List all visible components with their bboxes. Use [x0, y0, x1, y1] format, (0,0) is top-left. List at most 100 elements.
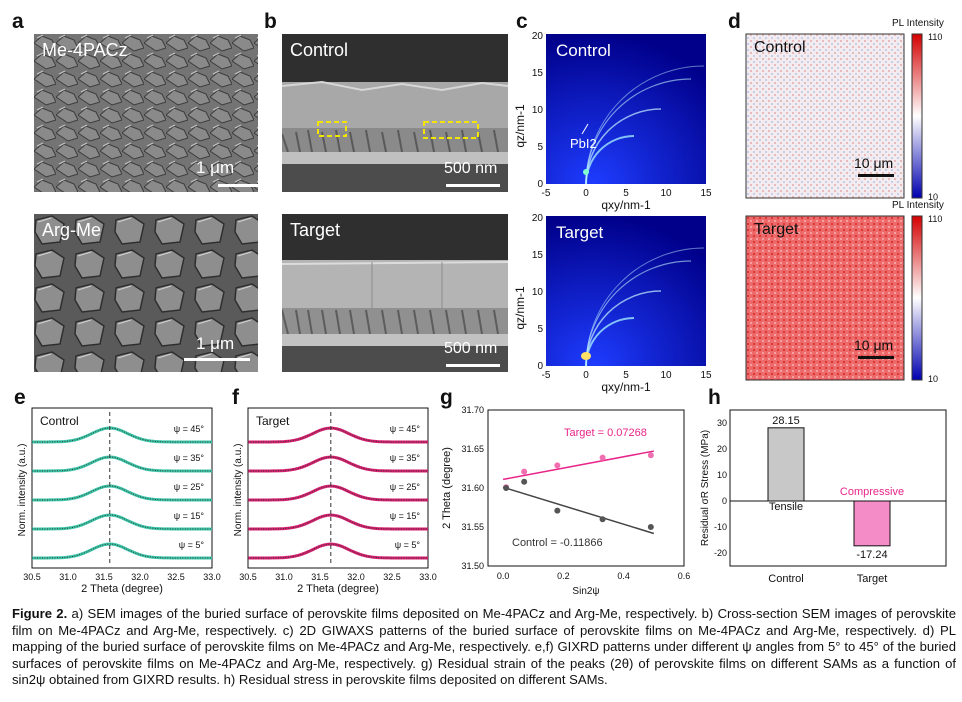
scale-label: 10 μm [854, 337, 893, 353]
colorbar-title: PL Intensity [892, 200, 944, 211]
giwaxs-xlabel-top: qxy/nm-1 [601, 198, 651, 212]
scale-label: 500 nm [444, 340, 498, 357]
svg-text:15: 15 [532, 68, 544, 79]
svg-text:5: 5 [537, 142, 543, 153]
point-control [554, 507, 561, 514]
giwaxs-ylabel-top: qz/nm-1 [513, 104, 527, 148]
x-axis-label: Sin2ψ [572, 586, 599, 597]
fit-line-control [502, 486, 655, 535]
x-tick-label: 30.5 [239, 572, 257, 582]
x-tick-label: 32.5 [383, 572, 401, 582]
cross-section-target: Target 500 nm [282, 214, 508, 372]
panel-label-g: g [440, 386, 453, 409]
x-axis-label: 2 Theta (degree) [297, 583, 379, 595]
svg-text:20: 20 [532, 31, 544, 42]
y-tick-label: -10 [714, 522, 727, 532]
series-4-label: ψ = 5° [395, 540, 421, 550]
cb-max: 110 [928, 32, 942, 42]
series-2-label: ψ = 25° [390, 482, 421, 492]
giwaxs-label-control: Control [556, 41, 611, 60]
pl-label-target: Target [754, 221, 799, 238]
scale-label: 500 nm [444, 160, 498, 177]
svg-text:5: 5 [537, 324, 543, 335]
panel-label-c: c [516, 10, 528, 33]
gixrd-target-chart: Target ψ = 45° ψ = 35° ψ = 25° ψ = 15° ψ = 5… [233, 407, 437, 595]
giwaxs-bottom-yticks: 0 5 10 15 20 [532, 213, 544, 372]
scale-bar [446, 364, 500, 367]
series-2-label: ψ = 25° [174, 482, 205, 492]
pl-label-control: Control [754, 39, 806, 56]
panel-label-h: h [708, 386, 721, 409]
figure-caption: Figure 2. a) SEM images of the buried su… [12, 606, 956, 689]
series-3-data [248, 514, 428, 530]
scale-bar [858, 356, 894, 359]
bar-target [853, 500, 891, 547]
x-tick-label: 0.0 [497, 571, 510, 581]
y-tick-label: -20 [714, 548, 727, 558]
series-1-label: ψ = 35° [174, 453, 205, 463]
series-0-data [32, 427, 212, 443]
caption-lead: Figure 2. [12, 606, 68, 621]
giwaxs-top-yticks: 0 5 10 15 20 [532, 31, 544, 190]
svg-text:0: 0 [537, 179, 543, 190]
y-tick-label: 31.70 [461, 405, 484, 415]
series-3-label: ψ = 15° [390, 511, 421, 521]
svg-text:10: 10 [660, 188, 672, 199]
svg-text:-5: -5 [542, 370, 551, 381]
giwaxs-label-target: Target [556, 223, 604, 242]
target-fit-label: Target = 0.07268 [564, 427, 647, 439]
scale-bar [446, 184, 500, 187]
series-3-label: ψ = 15° [174, 511, 205, 521]
svg-text:0: 0 [583, 188, 589, 199]
y-axis-label: 2 Theta (degree) [441, 447, 453, 529]
point-control [503, 485, 510, 491]
point-target [599, 454, 606, 461]
panel-label-f: f [232, 386, 239, 409]
control-fit-label: Control = -0.11866 [512, 537, 603, 549]
y-axis-label: Norm. intensity (a.u.) [17, 444, 28, 537]
pbi2-pointer [581, 123, 589, 135]
colorbar-top [911, 33, 923, 199]
series-2-data [248, 485, 428, 501]
svg-text:10: 10 [660, 370, 672, 381]
x-tick-label: 31.5 [95, 572, 113, 582]
cb-min: 10 [928, 192, 938, 202]
colorbar-title: PL Intensity [892, 18, 944, 29]
y-tick-label: 31.60 [461, 483, 484, 493]
sample-label: Target [290, 220, 341, 240]
x-axis-label: 2 Theta (degree) [81, 583, 163, 595]
svg-text:15: 15 [532, 250, 544, 261]
svg-text:15: 15 [700, 188, 712, 199]
svg-text:15: 15 [700, 370, 712, 381]
point-control [647, 524, 654, 530]
scale-label: 1 μm [196, 158, 235, 177]
sample-label: Me-4PACz [42, 40, 128, 60]
sem-texture-bottom [34, 214, 258, 372]
chart-title: Target [256, 414, 290, 428]
x-tick-label: Target [857, 573, 888, 585]
y-tick-label: 31.50 [461, 561, 484, 571]
y-tick-label: 30 [717, 418, 727, 428]
point-target [521, 468, 528, 475]
pbi2-label: PbI2 [570, 136, 597, 151]
point-control [599, 516, 606, 523]
plot-frame [729, 409, 947, 567]
plot-frame [487, 409, 685, 567]
y-tick-label: 0 [722, 496, 727, 506]
y-tick-label: 31.65 [461, 444, 484, 454]
series-4-data [248, 543, 428, 559]
tensile-label: Tensile [769, 501, 803, 513]
series-2-data [32, 485, 212, 501]
strain-scatter-chart: 0.0 0.2 0.4 0.6 31.70 31.65 31.60 31.55 31.50 S… [441, 405, 691, 597]
svg-text:10: 10 [532, 105, 544, 116]
x-tick-label: 32.0 [347, 572, 365, 582]
scale-label: 10 μm [854, 155, 893, 171]
scale-bar [184, 358, 250, 361]
x-tick-label: 0.6 [678, 571, 691, 581]
sample-label: Control [290, 40, 349, 60]
x-tick-label: 31.0 [275, 572, 293, 582]
x-tick-label: 31.0 [59, 572, 77, 582]
series-0-data [248, 427, 428, 443]
x-tick-label: 32.5 [167, 572, 185, 582]
